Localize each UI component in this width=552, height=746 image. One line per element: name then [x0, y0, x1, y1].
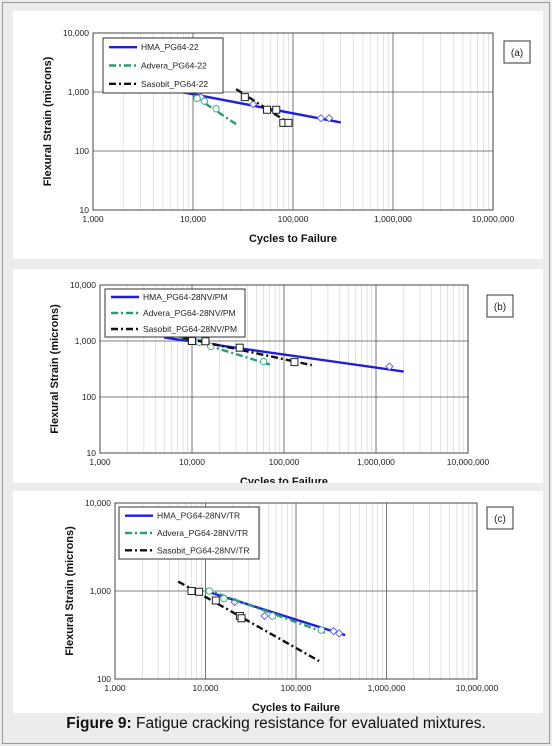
y-tick-label: 100	[82, 392, 96, 402]
data-point	[260, 611, 269, 621]
data-point	[220, 594, 228, 603]
plot-area-border	[92, 32, 494, 211]
legend-label: HMA_PG64-28NV/PM	[143, 292, 228, 302]
caption-text: Fatigue cracking resistance for evaluate…	[131, 715, 486, 732]
data-point	[200, 97, 209, 105]
series-3	[177, 580, 320, 663]
y-axis-title: Flexural Strain (microns)	[42, 56, 54, 186]
legend-label: Advera_PG64-28NV/TR	[157, 528, 248, 538]
data-point	[211, 596, 220, 605]
data-point	[316, 113, 326, 123]
legend: HMA_PG64-22 Advera_PG64-22 Sasobit_PG64-22	[102, 37, 224, 94]
legend-label: Advera_PG64-28NV/PM	[143, 308, 236, 318]
data-point	[329, 626, 338, 636]
legend: HMA_PG64-28NV/TR Advera_PG64-28NV/TR Sasob…	[118, 506, 260, 560]
data-point	[235, 343, 244, 352]
series-2	[192, 94, 237, 126]
data-point	[268, 612, 277, 620]
x-tick-label: 1,000,000	[374, 214, 412, 224]
x-tick-label: 1,000	[82, 214, 104, 224]
y-tick-label: 1,000	[90, 586, 112, 596]
data-point	[201, 337, 210, 346]
data-point	[334, 629, 344, 638]
y-tick-label: 1,000	[68, 87, 90, 97]
panel-label: (a)	[503, 40, 531, 64]
x-tick-label: 10,000	[193, 683, 219, 693]
chart-panel-c: 1,000 10,000 100,000 1,000,000 10,000,000 100…	[13, 491, 543, 713]
x-tick-label: 10,000	[180, 214, 206, 224]
x-axis-title: Cycles to Failure	[249, 233, 337, 245]
data-point	[324, 113, 334, 123]
data-point	[237, 614, 246, 623]
data-point	[263, 105, 272, 114]
series-2	[205, 587, 328, 635]
legend-label: Sasobit_PG64-28NV/PM	[143, 324, 237, 334]
data-point	[248, 100, 258, 109]
y-tick-label: 10,000	[70, 280, 96, 290]
y-axis-title: Flexural Strain (microns)	[64, 526, 76, 656]
data-point	[259, 357, 268, 366]
data-point	[188, 337, 196, 345]
y-tick-label: 10,000	[85, 498, 111, 508]
x-tick-label: 100,000	[269, 457, 300, 467]
data-point	[272, 105, 281, 114]
plot-area-border	[99, 284, 469, 454]
x-tick-label: 100,000	[281, 683, 312, 693]
y-tick-label: 10	[87, 448, 97, 458]
data-point	[195, 587, 204, 596]
x-tick-label: 1,000	[89, 457, 111, 467]
panel-label-text: (c)	[494, 514, 506, 525]
x-tick-label: 1,000	[104, 683, 126, 693]
y-axis-title: Flexural Strain (microns)	[49, 304, 61, 434]
y-tick-label: 10,000	[63, 28, 89, 38]
panel-label-box	[486, 294, 514, 318]
x-tick-label: 1,000,000	[368, 683, 406, 693]
series-3	[182, 336, 312, 367]
chart-a: 1,000 10,000 100,000 1,000,000 10,000,000101…	[42, 28, 531, 245]
x-axis-title: Cycles to Failure	[252, 702, 340, 713]
x-tick-label: 10,000,000	[472, 214, 515, 224]
x-tick-label: 10,000,000	[447, 457, 490, 467]
x-axis-title: Cycles to Failure	[240, 476, 328, 483]
data-point	[187, 587, 196, 595]
figure-caption: Figure 9: Fatigue cracking resistance fo…	[0, 715, 552, 733]
panel-label-box	[503, 40, 531, 64]
series-3	[235, 88, 293, 127]
plot-area-border	[114, 502, 478, 680]
chart-b: 1,000 10,000 100,000 1,000,000 10,000,000101…	[49, 280, 514, 483]
chart-panel-a: 1,000 10,000 100,000 1,000,000 10,000,000 10 1…	[13, 11, 543, 259]
legend-label: Sasobit_PG64-22	[141, 79, 208, 89]
x-tick-label: 1,000,000	[357, 457, 395, 467]
x-tick-label: 100,000	[278, 214, 309, 224]
y-tick-label: 100	[97, 674, 111, 684]
data-point	[193, 94, 201, 103]
data-point	[205, 587, 213, 595]
data-point	[317, 626, 325, 634]
y-tick-label: 10	[80, 205, 90, 215]
caption-label: Figure 9:	[66, 715, 132, 732]
x-tick-label: 10,000,000	[456, 683, 499, 693]
panel-label: (c)	[486, 506, 514, 530]
data-point	[212, 105, 220, 113]
data-point	[284, 118, 293, 127]
chart-panel-b: 1,000 10,000 100,000 1,000,000 10,000,000 10 1…	[13, 269, 543, 483]
panel-label-text: (a)	[511, 48, 523, 59]
legend-label: Advera_PG64-22	[141, 61, 207, 71]
panel-label: (b)	[486, 294, 514, 318]
data-point	[385, 362, 394, 371]
panel-label-box	[486, 506, 514, 530]
panel-label-text: (b)	[494, 302, 506, 313]
x-tick-label: 10,000	[179, 457, 205, 467]
legend-label: HMA_PG64-22	[141, 42, 199, 52]
legend: HMA_PG64-28NV/PM Advera_PG64-28NV/PM Sasob…	[104, 288, 246, 338]
legend-label: Sasobit_PG64-28NV/TR	[157, 545, 250, 555]
data-point	[290, 358, 299, 367]
legend-label: HMA_PG64-28NV/TR	[157, 511, 240, 521]
series-1	[162, 87, 341, 124]
chart-c: 1,000 10,000 100,000 1,000,000 10,000,000 100…	[64, 498, 514, 713]
y-tick-label: 100	[75, 146, 89, 156]
data-point	[240, 93, 249, 102]
y-tick-label: 1,000	[75, 336, 97, 346]
